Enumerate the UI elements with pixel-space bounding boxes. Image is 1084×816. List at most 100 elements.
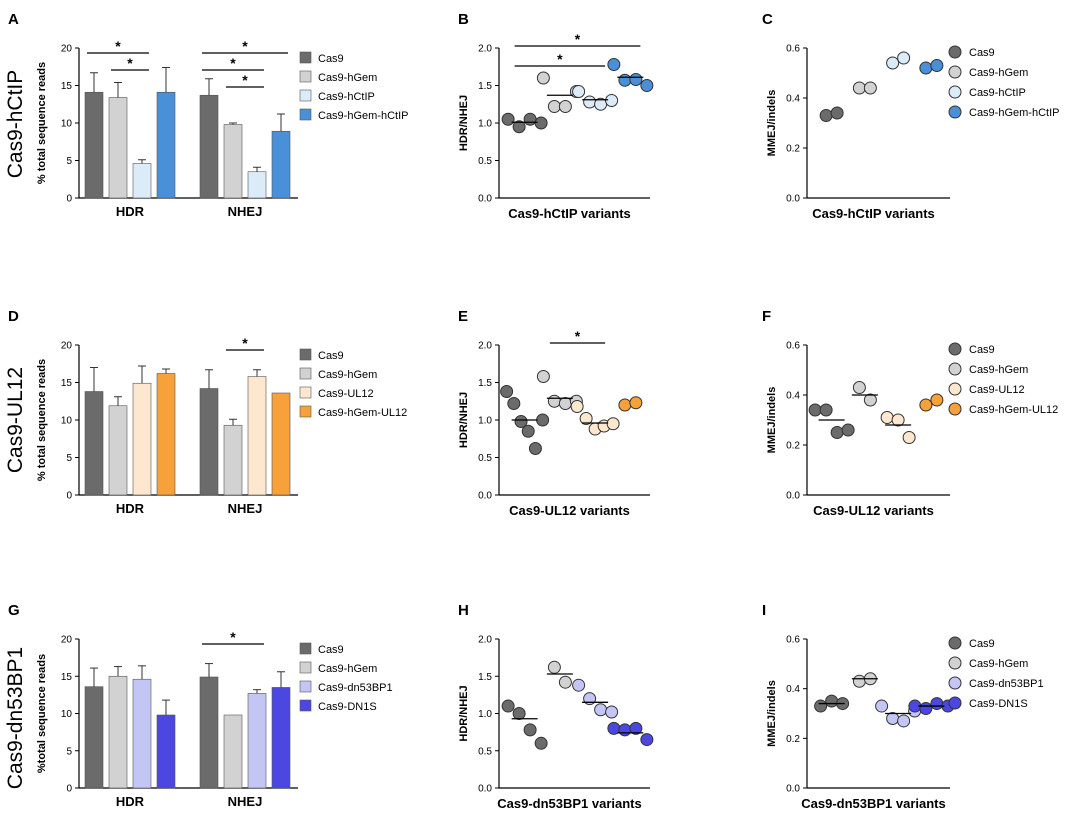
panel-letter: C: [762, 11, 773, 28]
bar: [247, 376, 267, 496]
data-point: [629, 721, 643, 735]
legend-marker: [948, 696, 962, 710]
legend-marker: [948, 45, 962, 59]
y-tick-label: 0.5: [478, 453, 492, 464]
y-tick-label: 0: [66, 491, 72, 502]
data-point: [886, 56, 900, 70]
panel-d: D 0 5 10 15 20 % total sequence reads HDR NHEJ * C…: [8, 308, 407, 516]
y-axis-title: % total sequence reads: [36, 359, 48, 481]
row-label-ul12: Cas9-UL12: [4, 367, 27, 473]
legend-marker: [948, 362, 962, 376]
data-point: [808, 403, 822, 417]
data-point: [897, 51, 911, 65]
y-tick-label: 5: [66, 156, 72, 167]
data-point: [897, 714, 911, 728]
panel-g: G 0 5 10 15 20 %total sequence reads HDR NHEJ * Ca…: [8, 602, 393, 809]
bar: [247, 171, 267, 199]
legend-label: Cas9-hGem: [318, 72, 377, 84]
y-axis-title: % total sequence reads: [36, 62, 48, 184]
data-point: [558, 100, 572, 113]
y-tick-label: 0.2: [786, 441, 800, 452]
y-axis-title: MMEJ/indels: [766, 90, 778, 157]
y-tick-label: 2.0: [478, 341, 492, 352]
legend-label: Cas9: [969, 344, 995, 356]
legend-label: Cas9-hCtIP: [318, 91, 375, 103]
y-axis-title: HDR/NHEJ: [458, 392, 470, 448]
panel-letter: H: [458, 602, 469, 619]
data-point: [572, 85, 586, 98]
group-label: HDR: [116, 794, 145, 809]
data-point: [570, 400, 584, 413]
row-label-dn53bp1: Cas9-dn53BP1: [4, 647, 27, 789]
x-axis-title: Cas9-UL12 variants: [509, 503, 630, 518]
data-point: [514, 415, 528, 428]
legend-label: Cas9-hGem: [969, 364, 1028, 376]
data-point: [605, 705, 619, 719]
bar: [247, 693, 267, 789]
legend-label: Cas9-hGem: [969, 67, 1028, 79]
data-point: [607, 58, 621, 71]
legend-marker: [948, 656, 962, 670]
panel-letter: B: [458, 11, 469, 28]
y-tick-label: 15: [61, 672, 73, 683]
row-label-hctip: Cas9-hCtIP: [4, 70, 27, 179]
panel-i: I 0.0 0.2 0.4 0.6 MMEJ/indels Cas9-dn53BP1 var…: [762, 602, 1044, 811]
data-point: [930, 59, 944, 72]
data-point: [852, 674, 866, 688]
significance-star: *: [230, 55, 236, 71]
y-tick-label: 1.5: [478, 81, 492, 92]
data-point: [891, 413, 905, 427]
data-point: [852, 381, 866, 394]
bar: [271, 687, 291, 789]
data-point: [579, 412, 593, 425]
legend-label: Cas9-hCtIP: [969, 87, 1026, 99]
y-tick-label: 0.6: [786, 635, 800, 646]
data-point: [863, 393, 877, 407]
bar: [223, 124, 243, 199]
data-point: [819, 403, 833, 417]
data-point: [536, 413, 550, 427]
x-axis-title: Cas9-dn53BP1 variants: [801, 796, 946, 811]
panel-letter: E: [458, 308, 468, 325]
significance-star: *: [242, 72, 248, 88]
legend-label: Cas9: [969, 47, 995, 59]
data-point: [640, 733, 654, 747]
y-tick-label: 10: [61, 416, 73, 427]
bar: [271, 392, 291, 496]
data-point: [605, 94, 619, 107]
legend-label: Cas9-DN1S: [969, 698, 1028, 710]
data-point: [852, 81, 866, 95]
legend-label: Cas9-hGem-UL12: [318, 407, 407, 419]
legend-label: Cas9-hGem-UL12: [969, 404, 1058, 416]
legend-marker: [948, 382, 962, 396]
y-tick-label: 0.2: [786, 734, 800, 745]
y-tick-label: 0.6: [786, 341, 800, 352]
legend-swatch: [299, 348, 312, 361]
data-point: [500, 385, 514, 398]
legend-label: Cas9: [318, 644, 344, 656]
data-point: [521, 424, 535, 438]
panel-letter: D: [8, 308, 19, 325]
legend-marker: [948, 402, 962, 416]
bar: [84, 91, 104, 199]
y-tick-label: 5: [66, 746, 72, 757]
legend-swatch: [299, 89, 312, 102]
legend-swatch: [299, 699, 312, 712]
legend-label: Cas9: [318, 350, 344, 362]
group-label: NHEJ: [228, 794, 263, 809]
y-axis-title: HDR/NHEJ: [458, 95, 470, 151]
legend-label: Cas9-hGem: [318, 663, 377, 675]
y-tick-label: 1.0: [478, 416, 492, 427]
data-point: [594, 703, 608, 717]
legend-swatch: [299, 70, 312, 83]
y-tick-label: 10: [61, 119, 73, 130]
y-tick-label: 0.4: [786, 94, 800, 105]
y-tick-label: 2.0: [478, 44, 492, 55]
data-point: [618, 73, 632, 87]
y-tick-label: 0: [66, 784, 72, 795]
y-tick-label: 1.0: [478, 709, 492, 720]
data-point: [606, 417, 620, 431]
y-tick-label: 0.4: [786, 391, 800, 402]
data-point: [814, 699, 828, 713]
